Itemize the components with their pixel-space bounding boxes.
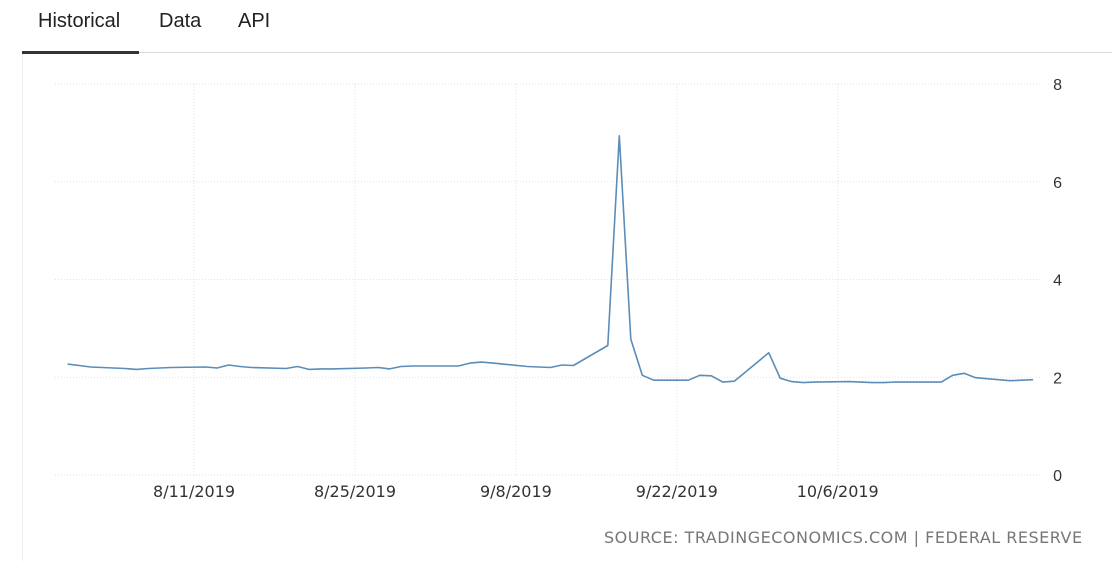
y-tick-label: 2 bbox=[1053, 370, 1062, 387]
tab-api[interactable]: API bbox=[238, 10, 271, 32]
data-point bbox=[227, 364, 229, 366]
tab-bar: Historical Data API bbox=[0, 0, 1112, 54]
active-tab-indicator bbox=[22, 51, 139, 54]
data-point bbox=[871, 381, 873, 383]
data-point bbox=[411, 365, 413, 367]
data-point bbox=[492, 362, 494, 364]
data-point bbox=[733, 380, 735, 382]
y-tick-label: 0 bbox=[1053, 468, 1062, 485]
data-point bbox=[791, 380, 793, 382]
line-chart: 0 2 4 6 8 8/11/2019 8/25/2019 9/8/2019 9/22/2019… bbox=[55, 77, 1062, 501]
data-point bbox=[779, 377, 781, 379]
x-tick-label: 8/25/2019 bbox=[314, 482, 396, 501]
data-point bbox=[89, 366, 91, 368]
tab-historical[interactable]: Historical bbox=[38, 10, 121, 32]
data-point bbox=[653, 379, 655, 381]
y-tick-label: 6 bbox=[1053, 175, 1062, 192]
data-point bbox=[480, 361, 482, 363]
data-point bbox=[296, 365, 298, 367]
data-point bbox=[526, 365, 528, 367]
series-line bbox=[67, 135, 1034, 384]
data-point bbox=[170, 366, 172, 368]
data-point bbox=[618, 135, 620, 137]
data-point bbox=[848, 380, 850, 382]
data-point bbox=[538, 366, 540, 368]
x-tick-label: 8/11/2019 bbox=[153, 482, 235, 501]
data-point bbox=[894, 381, 896, 383]
data-point bbox=[365, 367, 367, 369]
data-point bbox=[710, 375, 712, 377]
data-point bbox=[814, 381, 816, 383]
data-point bbox=[1020, 379, 1022, 381]
data-point bbox=[641, 374, 643, 376]
tab-bar-divider bbox=[22, 52, 1112, 53]
data-point bbox=[630, 338, 632, 340]
data-point bbox=[285, 367, 287, 369]
data-point bbox=[469, 362, 471, 364]
data-point bbox=[860, 381, 862, 383]
data-point bbox=[388, 368, 390, 370]
data-point bbox=[216, 367, 218, 369]
data-point bbox=[963, 372, 965, 374]
data-point bbox=[78, 364, 80, 366]
data-point bbox=[940, 381, 942, 383]
data-point bbox=[66, 363, 68, 365]
y-tick-label: 4 bbox=[1053, 273, 1062, 290]
data-point bbox=[802, 381, 804, 383]
data-point bbox=[319, 368, 321, 370]
data-point bbox=[1009, 380, 1011, 382]
data-point bbox=[883, 381, 885, 383]
data-point bbox=[331, 368, 333, 370]
data-point bbox=[457, 365, 459, 367]
data-point bbox=[308, 368, 310, 370]
data-point bbox=[147, 367, 149, 369]
data-point bbox=[204, 366, 206, 368]
data-point bbox=[400, 365, 402, 367]
data-point bbox=[768, 352, 770, 354]
data-point bbox=[250, 366, 252, 368]
x-tick-label: 9/22/2019 bbox=[636, 482, 718, 501]
source-attribution: SOURCE: TRADINGECONOMICS.COM | FEDERAL R… bbox=[604, 528, 1083, 547]
data-point bbox=[687, 379, 689, 381]
data-point bbox=[158, 367, 160, 369]
x-tick-label: 10/6/2019 bbox=[797, 482, 879, 501]
data-point bbox=[549, 366, 551, 368]
data-point bbox=[722, 381, 724, 383]
x-tick-label: 9/8/2019 bbox=[480, 482, 552, 501]
data-point bbox=[607, 344, 609, 346]
tab-data[interactable]: Data bbox=[159, 10, 202, 32]
data-point bbox=[974, 377, 976, 379]
data-point bbox=[951, 374, 953, 376]
data-point bbox=[239, 365, 241, 367]
data-point bbox=[561, 364, 563, 366]
data-point bbox=[572, 364, 574, 366]
data-point bbox=[1032, 379, 1034, 381]
data-point bbox=[135, 368, 137, 370]
data-point bbox=[699, 374, 701, 376]
y-tick-label: 8 bbox=[1053, 77, 1062, 94]
data-point bbox=[124, 367, 126, 369]
data-point bbox=[377, 366, 379, 368]
panel-left-border bbox=[22, 54, 23, 561]
